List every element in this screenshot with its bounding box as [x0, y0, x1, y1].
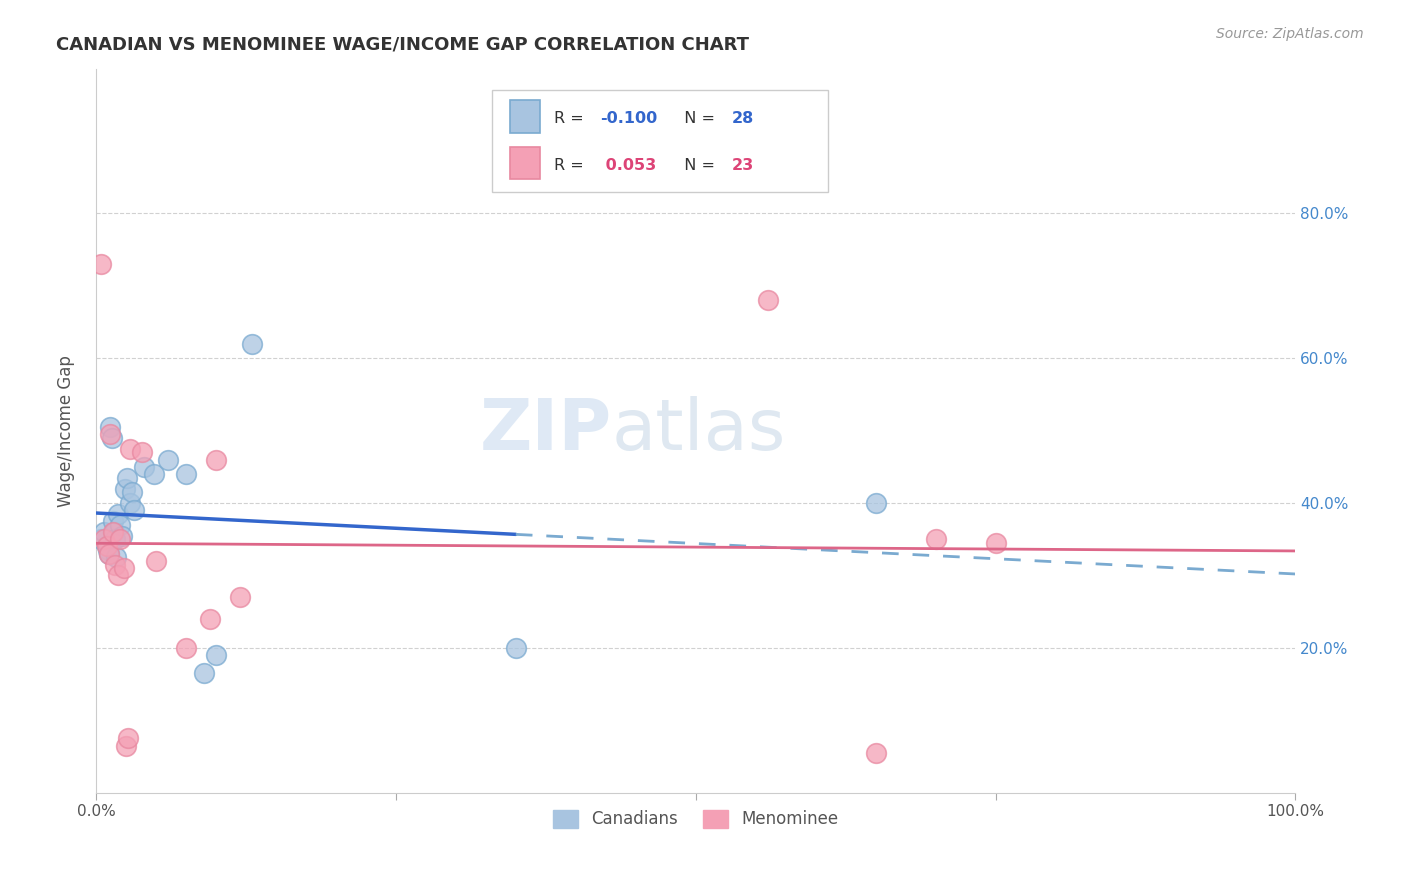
Point	[124, 503, 146, 517]
Point	[117, 731, 139, 746]
Point	[101, 524, 124, 539]
Text: R =: R =	[554, 112, 589, 126]
Point	[111, 528, 134, 542]
Point	[96, 540, 118, 554]
Point	[107, 507, 129, 521]
Bar	[510, 100, 540, 133]
Point	[100, 420, 122, 434]
Text: Source: ZipAtlas.com: Source: ZipAtlas.com	[1216, 27, 1364, 41]
Point	[97, 543, 120, 558]
Point	[121, 485, 143, 500]
Point	[108, 517, 131, 532]
Point	[198, 612, 221, 626]
Point	[93, 524, 115, 539]
Point	[756, 293, 779, 308]
Y-axis label: Wage/Income Gap: Wage/Income Gap	[58, 355, 75, 507]
FancyBboxPatch shape	[492, 90, 828, 192]
Point	[105, 550, 128, 565]
Point	[924, 532, 946, 546]
Point	[108, 532, 131, 546]
Point	[118, 442, 141, 456]
Point	[505, 640, 527, 655]
Point	[984, 536, 1007, 550]
Text: N =: N =	[673, 112, 720, 126]
Point	[193, 666, 215, 681]
Point	[104, 558, 127, 572]
Point	[174, 467, 197, 481]
Point	[142, 467, 165, 481]
Point	[114, 482, 136, 496]
Text: 0.053: 0.053	[600, 158, 657, 173]
Point	[115, 470, 138, 484]
Point	[103, 524, 125, 539]
Point	[98, 547, 121, 561]
Legend: Canadians, Menominee: Canadians, Menominee	[547, 803, 845, 835]
Text: -0.100: -0.100	[600, 112, 657, 126]
Point	[96, 540, 118, 554]
Point	[90, 257, 112, 271]
Point	[101, 514, 124, 528]
Point	[98, 547, 121, 561]
Point	[107, 568, 129, 582]
Text: ZIP: ZIP	[479, 396, 612, 465]
Text: N =: N =	[673, 158, 720, 173]
Point	[104, 532, 127, 546]
Point	[131, 445, 153, 459]
Text: R =: R =	[554, 158, 589, 173]
Point	[240, 336, 263, 351]
Text: 28: 28	[731, 112, 754, 126]
Point	[229, 590, 252, 604]
Point	[145, 554, 167, 568]
Point	[205, 648, 228, 662]
Text: 23: 23	[731, 158, 754, 173]
Point	[93, 532, 115, 546]
Point	[100, 427, 122, 442]
Point	[132, 459, 155, 474]
Point	[156, 452, 179, 467]
Point	[100, 431, 122, 445]
Point	[112, 561, 135, 575]
Point	[90, 532, 112, 546]
Point	[865, 496, 887, 510]
Text: atlas: atlas	[612, 396, 786, 465]
Point	[118, 496, 141, 510]
Point	[205, 452, 228, 467]
Point	[174, 640, 197, 655]
Bar	[510, 147, 540, 179]
Point	[865, 746, 887, 760]
Text: CANADIAN VS MENOMINEE WAGE/INCOME GAP CORRELATION CHART: CANADIAN VS MENOMINEE WAGE/INCOME GAP CO…	[56, 36, 749, 54]
Point	[115, 739, 138, 753]
